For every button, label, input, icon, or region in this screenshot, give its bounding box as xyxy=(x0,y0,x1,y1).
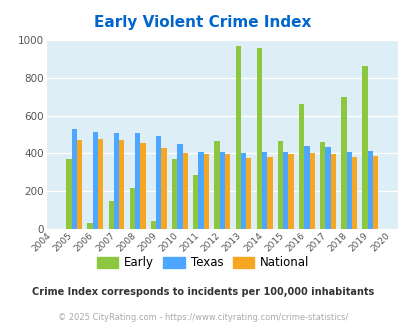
Bar xyxy=(198,152,203,229)
Bar xyxy=(245,158,251,229)
Bar xyxy=(66,159,71,229)
Legend: Early, Texas, National: Early, Texas, National xyxy=(92,252,313,274)
Bar xyxy=(177,144,182,229)
Bar xyxy=(351,157,356,229)
Bar xyxy=(98,139,103,229)
Bar xyxy=(193,175,198,229)
Bar xyxy=(235,46,240,229)
Bar xyxy=(135,133,140,229)
Bar xyxy=(151,221,156,229)
Bar xyxy=(130,187,135,229)
Bar xyxy=(172,159,177,229)
Text: Crime Index corresponds to incidents per 100,000 inhabitants: Crime Index corresponds to incidents per… xyxy=(32,287,373,297)
Bar xyxy=(277,141,282,229)
Bar xyxy=(282,151,288,229)
Bar xyxy=(261,152,266,229)
Bar xyxy=(367,150,372,229)
Bar xyxy=(325,147,330,229)
Bar xyxy=(224,154,230,229)
Bar xyxy=(330,154,335,229)
Bar xyxy=(203,154,209,229)
Bar xyxy=(119,140,124,229)
Bar xyxy=(87,223,92,229)
Bar xyxy=(71,129,77,229)
Bar xyxy=(362,66,367,229)
Bar xyxy=(113,133,119,229)
Bar xyxy=(320,142,325,229)
Bar xyxy=(182,152,188,229)
Bar xyxy=(341,97,346,229)
Bar xyxy=(92,132,98,229)
Bar xyxy=(108,201,113,229)
Text: © 2025 CityRating.com - https://www.cityrating.com/crime-statistics/: © 2025 CityRating.com - https://www.city… xyxy=(58,313,347,322)
Bar xyxy=(161,148,166,229)
Bar xyxy=(219,152,224,229)
Bar xyxy=(309,153,314,229)
Text: Early Violent Crime Index: Early Violent Crime Index xyxy=(94,15,311,30)
Bar xyxy=(346,151,351,229)
Bar xyxy=(77,140,82,229)
Bar xyxy=(372,156,377,229)
Bar xyxy=(214,141,219,229)
Bar xyxy=(266,157,272,229)
Bar xyxy=(303,147,309,229)
Bar xyxy=(240,153,245,229)
Bar xyxy=(140,143,145,229)
Bar xyxy=(256,48,261,229)
Bar xyxy=(288,154,293,229)
Bar xyxy=(298,104,303,229)
Bar xyxy=(156,136,161,229)
